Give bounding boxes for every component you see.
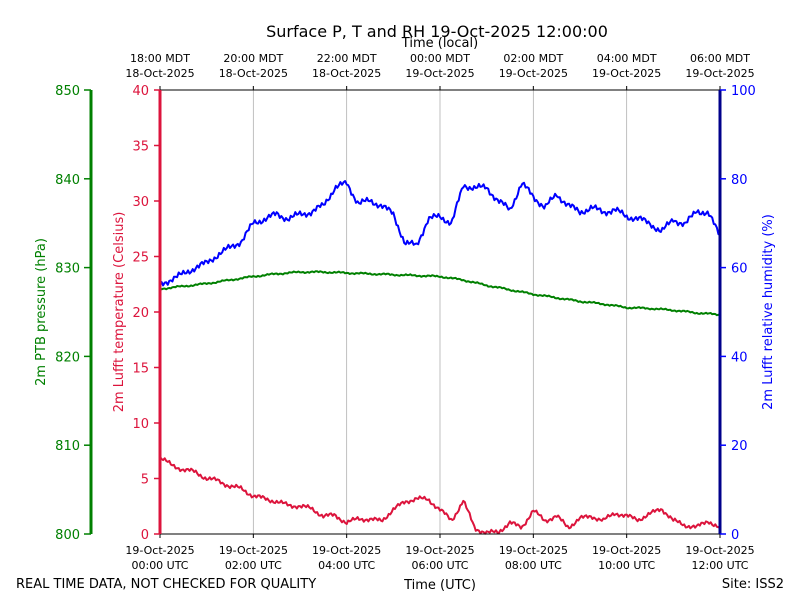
chart-title: Surface P, T and RH 19-Oct-2025 12:00:00 (266, 22, 608, 41)
x-tick-label-top-date: 18-Oct-2025 (312, 67, 381, 80)
humidity-axis-label: 2m Lufft relative humidity (%) (761, 214, 776, 410)
x-tick-label-bottom-time: 04:00 UTC (318, 559, 375, 572)
temperature-tick-label: 30 (132, 195, 149, 210)
x-tick-label-bottom-time: 02:00 UTC (225, 559, 282, 572)
x-tick-label-bottom-time: 08:00 UTC (505, 559, 562, 572)
temperature-tick-label: 40 (132, 84, 149, 99)
humidity-tick-label: 100 (731, 84, 756, 99)
series-line-pressure (159, 270, 721, 317)
site-label: Site: ISS2 (722, 577, 784, 592)
pressure-tick-label: 810 (55, 439, 80, 454)
temperature-tick-label: 20 (132, 306, 149, 321)
x-tick-label-bottom-date: 19-Oct-2025 (685, 544, 754, 557)
x-tick-label-top-time: 00:00 MDT (410, 52, 470, 65)
pressure-tick-label: 820 (55, 350, 80, 365)
x-axis-bottom-label: Time (UTC) (403, 578, 476, 593)
temperature-axis-label: 2m Lufft temperature (Celsius) (112, 212, 127, 413)
x-tick-label-bottom-date: 19-Oct-2025 (125, 544, 194, 557)
temperature-tick-label: 10 (132, 417, 149, 432)
x-tick-label-top-date: 18-Oct-2025 (219, 67, 288, 80)
x-tick-label-top-time: 22:00 MDT (317, 52, 377, 65)
x-tick-label-bottom-date: 19-Oct-2025 (592, 544, 661, 557)
humidity-tick-label: 80 (731, 173, 748, 188)
x-tick-label-top-time: 18:00 MDT (130, 52, 190, 65)
grid (252, 90, 628, 534)
humidity-tick-label: 0 (731, 528, 739, 543)
x-axis-top-label: Time (local) (401, 36, 478, 51)
x-tick-label-bottom-date: 19-Oct-2025 (499, 544, 568, 557)
temperature-tick-label: 25 (132, 251, 149, 266)
pressure-tick-label: 850 (55, 84, 80, 99)
x-tick-label-top-date: 19-Oct-2025 (405, 67, 474, 80)
x-tick-label-top-time: 02:00 MDT (503, 52, 563, 65)
axes-layer (89, 89, 722, 535)
series-layer (159, 180, 721, 535)
x-tick-label-top-time: 06:00 MDT (690, 52, 750, 65)
x-tick-label-bottom-date: 19-Oct-2025 (219, 544, 288, 557)
series-line-humidity (159, 180, 721, 287)
humidity-tick-label: 60 (731, 262, 748, 277)
x-tick-label-bottom-time: 10:00 UTC (598, 559, 655, 572)
pressure-axis-label: 2m PTB pressure (hPa) (34, 238, 49, 386)
x-tick-label-top-date: 18-Oct-2025 (125, 67, 194, 80)
x-tick-label-bottom-date: 19-Oct-2025 (312, 544, 381, 557)
temperature-tick-label: 5 (141, 473, 149, 488)
x-tick-label-bottom-time: 00:00 UTC (131, 559, 188, 572)
x-tick-label-top-time: 04:00 MDT (597, 52, 657, 65)
pressure-tick-label: 800 (55, 528, 80, 543)
series-line-temperature (159, 456, 721, 535)
pressure-tick-label: 830 (55, 262, 80, 277)
quality-disclaimer: REAL TIME DATA, NOT CHECKED FOR QUALITY (16, 577, 316, 592)
x-tick-label-bottom-time: 06:00 UTC (411, 559, 468, 572)
pressure-tick-label: 840 (55, 173, 80, 188)
humidity-tick-label: 20 (731, 439, 748, 454)
humidity-tick-label: 40 (731, 350, 748, 365)
ticks-layer: 19-Oct-2025 00:00 UTC 19-Oct-2025 02:00 UTC… (55, 52, 756, 572)
x-tick-label-top-time: 20:00 MDT (223, 52, 283, 65)
x-tick-label-top-date: 19-Oct-2025 (592, 67, 661, 80)
x-tick-label-top-date: 19-Oct-2025 (499, 67, 568, 80)
temperature-tick-label: 35 (132, 140, 149, 155)
x-tick-label-top-date: 19-Oct-2025 (685, 67, 754, 80)
x-tick-label-bottom-date: 19-Oct-2025 (405, 544, 474, 557)
temperature-tick-label: 0 (141, 528, 149, 543)
x-tick-label-bottom-time: 12:00 UTC (691, 559, 748, 572)
temperature-tick-label: 15 (132, 362, 149, 377)
